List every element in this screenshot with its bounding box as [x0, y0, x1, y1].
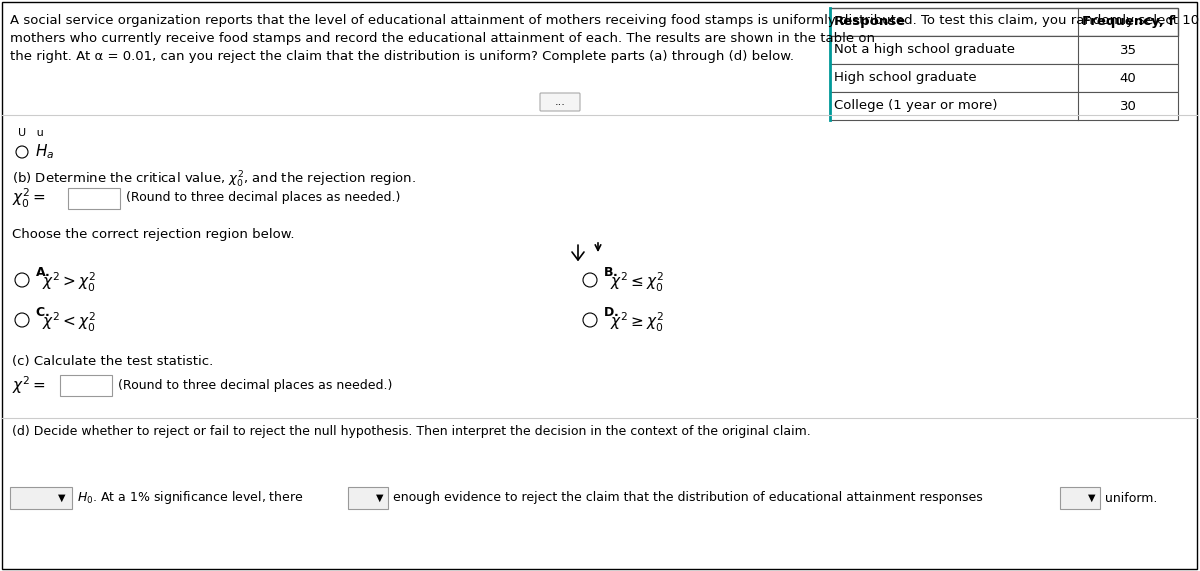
Text: 30: 30 — [1120, 99, 1136, 112]
Text: (b) Determine the critical value, $\chi^2_0$, and the rejection region.: (b) Determine the critical value, $\chi^… — [12, 170, 416, 190]
Text: $\chi^2_0 = $: $\chi^2_0 = $ — [12, 186, 46, 210]
Text: 40: 40 — [1120, 71, 1136, 85]
Text: $\chi^2 < \chi^2_0$: $\chi^2 < \chi^2_0$ — [42, 311, 96, 333]
Bar — [830, 8, 1178, 36]
Text: uniform.: uniform. — [1105, 492, 1157, 505]
Text: (Round to three decimal places as needed.): (Round to three decimal places as needed… — [126, 191, 401, 204]
Bar — [830, 92, 1178, 120]
Text: $\mathbf{D.}$: $\mathbf{D.}$ — [604, 306, 619, 319]
Circle shape — [583, 273, 598, 287]
Text: $\mathbf{C.}$: $\mathbf{C.}$ — [35, 306, 49, 319]
Bar — [68, 188, 120, 209]
Circle shape — [16, 146, 28, 158]
Text: High school graduate: High school graduate — [834, 71, 977, 85]
Text: (d) Decide whether to reject or fail to reject the null hypothesis. Then interpr: (d) Decide whether to reject or fail to … — [12, 425, 811, 438]
Text: $\mathbf{A.}$: $\mathbf{A.}$ — [35, 266, 50, 279]
Text: $\chi^2 \leq \chi^2_0$: $\chi^2 \leq \chi^2_0$ — [610, 271, 664, 293]
Text: $\mathbf{B.}$: $\mathbf{B.}$ — [604, 266, 618, 279]
Text: Not a high school graduate: Not a high school graduate — [834, 43, 1015, 57]
Bar — [10, 487, 72, 509]
Text: mothers who currently receive food stamps and record the educational attainment : mothers who currently receive food stamp… — [10, 32, 875, 45]
Text: (c) Calculate the test statistic.: (c) Calculate the test statistic. — [12, 355, 214, 368]
Text: $\chi^2 > \chi^2_0$: $\chi^2 > \chi^2_0$ — [42, 271, 96, 293]
Bar — [348, 487, 388, 509]
Text: enough evidence to reject the claim that the distribution of educational attainm: enough evidence to reject the claim that… — [394, 492, 983, 505]
Text: A social service organization reports that the level of educational attainment o: A social service organization reports th… — [10, 14, 1200, 27]
Text: (Round to three decimal places as needed.): (Round to three decimal places as needed… — [118, 379, 392, 392]
Text: $\chi^2 \geq \chi^2_0$: $\chi^2 \geq \chi^2_0$ — [610, 311, 664, 333]
Text: $H_0$. At a 1% significance level, there: $H_0$. At a 1% significance level, there — [77, 489, 304, 506]
Text: Response: Response — [834, 15, 906, 29]
Text: 35: 35 — [1120, 43, 1136, 57]
Text: Choose the correct rejection region below.: Choose the correct rejection region belo… — [12, 228, 294, 241]
FancyBboxPatch shape — [540, 93, 580, 111]
Bar — [60, 375, 112, 396]
Circle shape — [14, 273, 29, 287]
Text: College (1 year or more): College (1 year or more) — [834, 99, 997, 112]
Text: Frequency, f: Frequency, f — [1082, 15, 1174, 29]
Text: ▼: ▼ — [59, 493, 66, 503]
Text: ▼: ▼ — [377, 493, 384, 503]
Circle shape — [14, 313, 29, 327]
Text: the right. At α = 0.01, can you reject the claim that the distribution is unifor: the right. At α = 0.01, can you reject t… — [10, 50, 794, 63]
Bar — [830, 36, 1178, 64]
Text: $H_a$: $H_a$ — [35, 143, 54, 162]
Circle shape — [583, 313, 598, 327]
Bar — [830, 64, 1178, 92]
Text: $\chi^2 = $: $\chi^2 = $ — [12, 374, 46, 396]
Text: U   u: U u — [18, 128, 43, 138]
Text: ▼: ▼ — [1088, 493, 1096, 503]
Bar — [1060, 487, 1100, 509]
Text: ...: ... — [554, 97, 565, 107]
